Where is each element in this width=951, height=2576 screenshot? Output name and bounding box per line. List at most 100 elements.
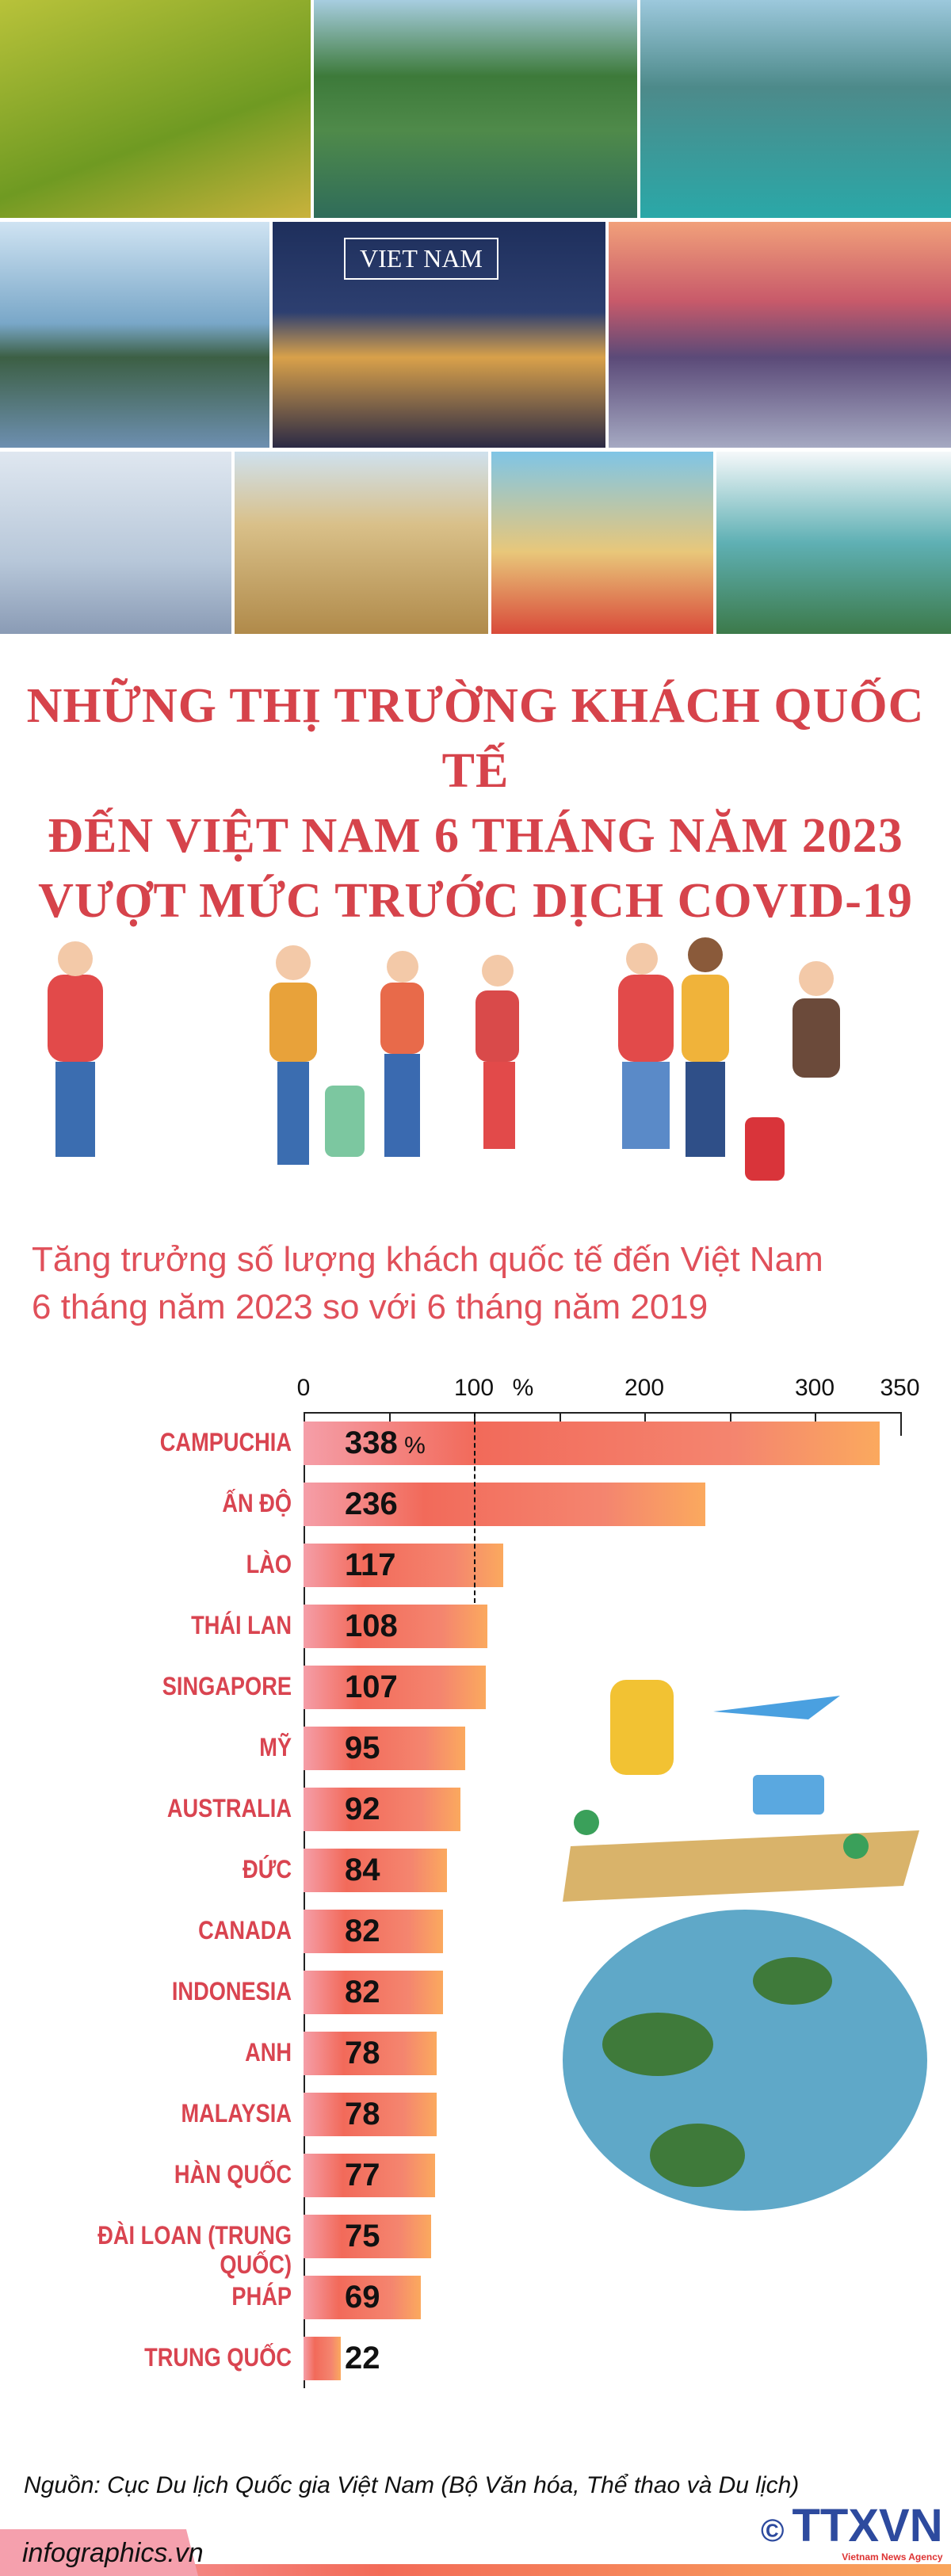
x-axis [304,1412,900,1414]
x-tick-mark [815,1412,816,1422]
value-number: 82 [345,1975,380,2009]
location-pin-icon [843,1834,869,1859]
value-label: 92 [345,1792,380,1827]
bar [304,1605,488,1648]
category-label: SINGAPORE [162,1672,292,1700]
value-number: 77 [345,2158,380,2192]
category-label: AUSTRALIA [166,1794,292,1822]
photo-island [716,452,951,634]
ha-long-bay-image [563,1910,927,2211]
bar [304,2093,437,2136]
value-number: 236 [345,1486,398,1521]
x-tick-label: 350 [880,1375,920,1401]
ticket-icon [753,1775,824,1815]
value-number: 69 [345,2280,380,2315]
photo-sunset-clouds [609,222,951,448]
value-label: 22 [345,2341,380,2376]
bar [304,1727,466,1770]
title-line-2: ĐẾN VIỆT NAM 6 THÁNG NĂM 2023 [48,809,903,863]
chart-title: Tăng trưởng số lượng khách quốc tế đến V… [32,1236,823,1331]
photo-beach-balloon [491,452,713,634]
category-label: CAMPUCHIA [159,1428,292,1456]
chart-title-line-2: 6 tháng năm 2023 so với 6 tháng năm 2019 [32,1288,708,1326]
page-title: NHỮNG THỊ TRƯỜNG KHÁCH QUỐC TẾ ĐẾN VIỆT … [0,674,951,933]
value-label: 75 [345,2219,380,2254]
source-note: Nguồn: Cục Du lịch Quốc gia Việt Nam (Bộ… [24,2472,800,2498]
x-tick-mark [644,1412,646,1422]
bar [304,1483,706,1526]
bar [304,2154,435,2197]
value-label: 338 % [345,1425,426,1461]
value-label: 77 [345,2158,380,2193]
value-number: 92 [345,1792,380,1826]
category-label: MỸ [259,1733,292,1761]
x-tick-label: 200 [624,1375,665,1401]
copyright-icon: © [761,2513,785,2548]
x-tick-mark [559,1412,561,1422]
category-label: HÀN QUỐC [174,2160,292,2189]
photo-hoan-kiem-lake [314,0,637,218]
category-label: ĐỨC [243,1855,292,1883]
value-label: 117 [345,1548,396,1583]
value-number: 95 [345,1731,380,1765]
logo-subtitle: Vietnam News Agency [842,2551,943,2563]
value-number: 22 [345,2341,380,2376]
y-axis [304,1412,305,2388]
category-label: INDONESIA [171,1977,292,2005]
logo-text: TTXVN [792,2500,943,2551]
value-number: 84 [345,1853,380,1887]
reference-line-100 [474,1412,476,1603]
bar [304,1849,447,1892]
value-label: 69 [345,2280,380,2315]
x-tick-mark [899,1412,902,1436]
site-link[interactable]: infographics.vn [22,2538,204,2568]
unit-label: % [512,1375,534,1401]
category-label: MALAYSIA [181,2099,292,2128]
value-number: 78 [345,2036,380,2070]
viet-nam-sign: VIET NAM [344,238,498,280]
value-label: 95 [345,1731,380,1766]
category-label: LÀO [246,1550,292,1578]
footer-bar [0,2564,951,2576]
category-label: ANH [245,2038,292,2067]
bar [304,2032,437,2075]
category-label: THÁI LAN [191,1611,292,1639]
x-tick-mark [388,1412,391,1422]
map-icon [563,1830,919,1902]
value-label: 78 [345,2097,380,2132]
value-label: 107 [345,1670,398,1705]
suitcase-icon [610,1680,674,1775]
bar [304,1666,487,1709]
value-number: 338 [345,1425,398,1460]
tourists-illustration [48,937,840,1181]
bar [304,1788,460,1831]
value-unit: % [397,1433,426,1459]
bar [304,1910,444,1953]
value-number: 107 [345,1670,398,1704]
photo-rice-terraces [0,0,311,218]
value-label: 108 [345,1609,398,1644]
value-number: 108 [345,1609,398,1643]
x-tick-label: 300 [794,1375,835,1401]
bar [304,1971,444,2014]
photo-hue-citadel [0,222,269,448]
site-badge [0,2529,198,2576]
value-number: 82 [345,1914,380,1948]
chart-title-line-1: Tăng trưởng số lượng khách quốc tế đến V… [32,1240,823,1279]
value-label: 236 [345,1486,398,1522]
bar [304,1422,880,1465]
ttxvn-logo: © TTXVN Vietnam News Agency [761,2503,943,2563]
photo-hoi-an: VIET NAM [273,222,605,448]
bar [304,2337,342,2380]
category-label: ĐÀI LOAN (TRUNG QUỐC) [97,2221,292,2279]
value-number: 78 [345,2097,380,2131]
value-label: 78 [345,2036,380,2071]
title-line-1: NHỮNG THỊ TRƯỜNG KHÁCH QUỐC TẾ [26,679,925,798]
airplane-icon [713,1696,840,1719]
photo-saigon-post-office [235,452,488,634]
category-label: TRUNG QUỐC [144,2343,292,2372]
value-label: 82 [345,1914,380,1949]
x-tick-label: 0 [296,1375,311,1401]
value-label: 84 [345,1853,380,1888]
category-label: ẤN ĐỘ [222,1489,292,1517]
